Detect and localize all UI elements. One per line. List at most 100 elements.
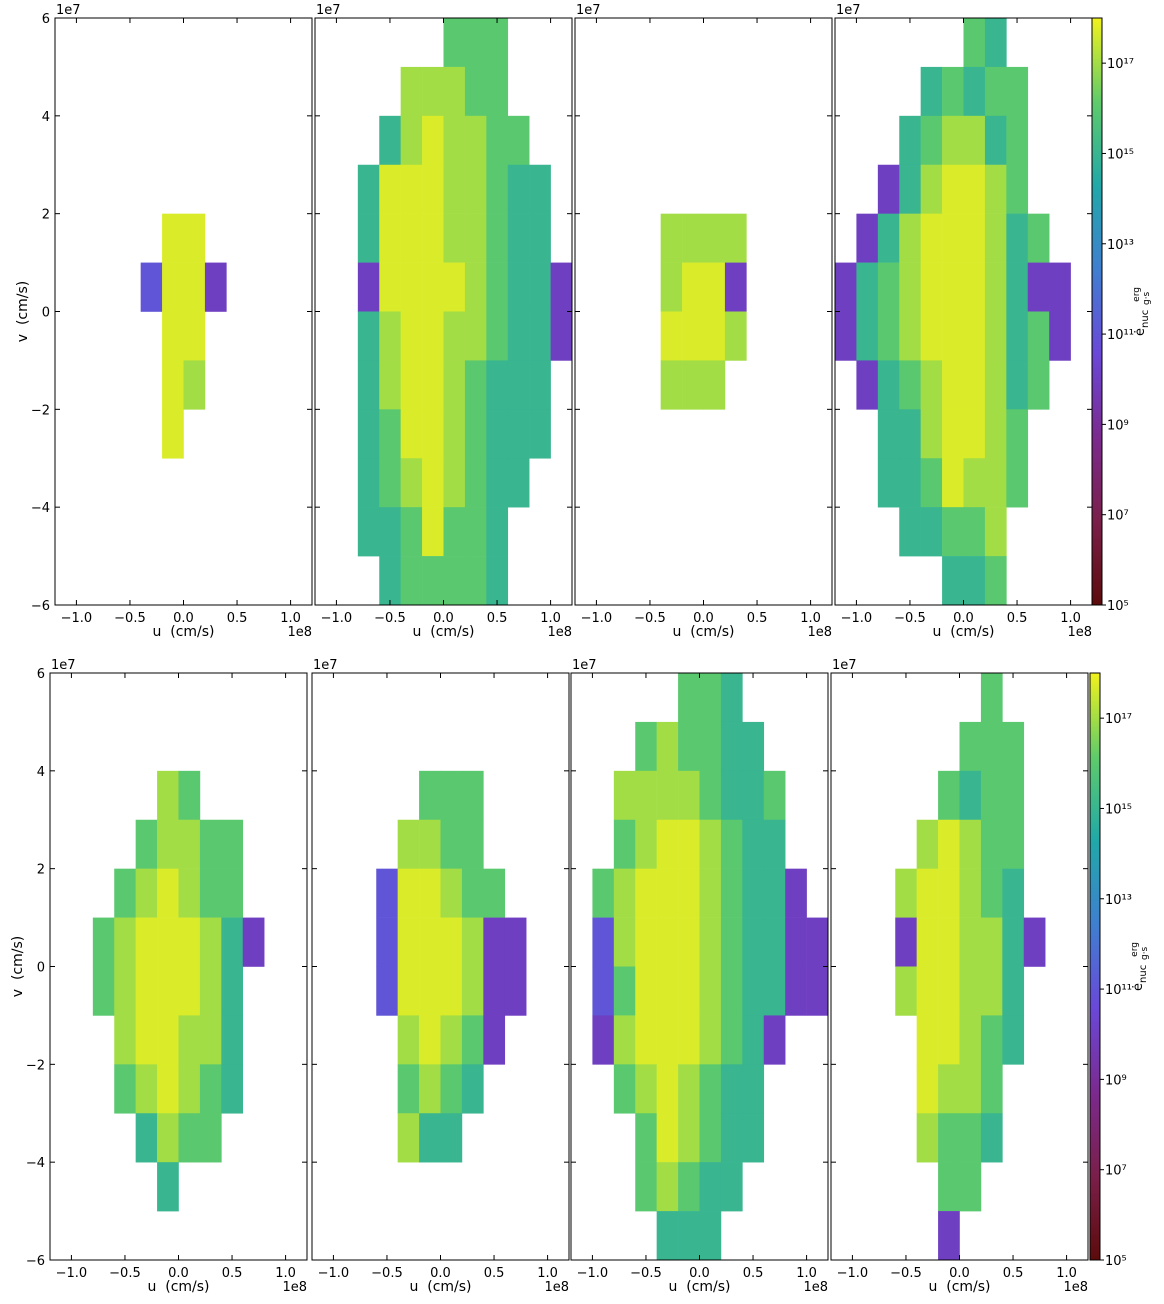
y-tick-label: 6 <box>42 12 50 27</box>
heat-cell <box>221 819 244 869</box>
heat-cell <box>938 1162 960 1212</box>
heat-cell <box>635 1064 657 1114</box>
heat-cell <box>440 917 463 967</box>
panel: −1.0 −0.5 0.0 0.5 1.0 1e7 1e8 u (cm/s) <box>830 658 1089 1295</box>
heat-cell <box>699 721 722 772</box>
x-tick-label: 0.0 <box>953 611 974 626</box>
heat-cell <box>221 868 244 918</box>
heat-cell <box>440 770 463 821</box>
heat-cell <box>400 556 423 606</box>
heat-cell <box>507 213 530 263</box>
heat-cell <box>984 18 1007 68</box>
heat-cell <box>877 262 900 312</box>
heat-cell <box>963 458 986 508</box>
heat-cell <box>178 868 201 918</box>
heat-cell <box>980 868 1003 918</box>
heat-cell <box>529 360 551 410</box>
heat-cell <box>899 115 921 166</box>
heat-cell <box>920 115 943 166</box>
y-offset: 1e7 <box>56 3 81 18</box>
heat-cell <box>114 1064 136 1114</box>
heat-cell <box>720 770 743 821</box>
heat-cell <box>980 721 1003 772</box>
heat-cell <box>835 311 857 361</box>
heat-cell <box>461 1015 484 1065</box>
heat-cell <box>178 1064 201 1114</box>
heat-cell <box>703 311 726 361</box>
heat-cell <box>357 311 380 361</box>
heat-cell <box>916 819 939 869</box>
x-tick-label: 0.0 <box>433 611 454 626</box>
heat-cell <box>678 819 700 869</box>
y-tick-label: 4 <box>42 110 50 125</box>
heat-cell <box>699 770 722 821</box>
heat-cell <box>938 917 960 967</box>
x-tick-label: 0.5 <box>227 611 248 626</box>
y-axis-label: v (cm/s) <box>10 936 26 997</box>
heat-cell <box>92 966 115 1016</box>
heat-cell <box>1002 966 1025 1016</box>
heat-cell <box>742 868 765 918</box>
heat-cell <box>963 262 986 312</box>
heat-cell <box>357 507 380 557</box>
heat-cell <box>199 819 222 869</box>
heat-cell <box>699 1015 722 1065</box>
heat-cell <box>592 1015 615 1065</box>
y-tick-label: 4 <box>37 765 45 780</box>
heat-cell <box>419 770 441 821</box>
y-axis-label: v (cm/s) <box>15 281 31 342</box>
heat-cell <box>980 966 1003 1016</box>
x-tick-label: −1.0 <box>581 611 613 626</box>
heat-cell <box>877 164 900 214</box>
heat-cell <box>742 721 765 772</box>
heat-cell <box>221 1015 244 1065</box>
heat-cell <box>357 409 380 459</box>
heat-cell <box>157 868 179 918</box>
heat-cell <box>221 917 244 967</box>
heat-cell <box>483 917 506 967</box>
heat-cell <box>357 360 380 410</box>
x-offset: 1e8 <box>807 625 832 640</box>
heat-cell <box>157 819 179 869</box>
heat-cell <box>400 311 423 361</box>
heat-cell <box>397 1064 420 1114</box>
heat-cell <box>157 770 179 821</box>
heat-cell <box>379 507 401 557</box>
heat-cell <box>984 556 1007 606</box>
heat-cell <box>920 507 943 557</box>
x-offset: 1e8 <box>1067 625 1092 640</box>
heat-cell <box>963 311 986 361</box>
heat-cell <box>720 1162 743 1212</box>
y-offset: 1e7 <box>832 658 857 673</box>
heat-cell <box>613 868 636 918</box>
heat-cell <box>397 819 420 869</box>
heat-cell <box>419 1015 441 1065</box>
panel: −1.0 −0.5 0.0 0.5 1.0 1e7 1e8 u (cm/s) <box>314 3 573 640</box>
x-tick-label: −1.0 <box>841 611 873 626</box>
heat-cell <box>660 360 683 410</box>
heat-cell <box>942 556 964 606</box>
heat-cell <box>984 164 1007 214</box>
heat-cell <box>162 262 184 312</box>
heat-cell <box>699 868 722 918</box>
y-tick-label: 2 <box>37 863 45 878</box>
x-tick-label: 0.5 <box>487 611 508 626</box>
heat-cell <box>895 868 917 918</box>
heat-cell <box>678 966 700 1016</box>
heat-cell <box>959 721 982 772</box>
heat-cell <box>938 819 960 869</box>
heat-cell <box>419 819 441 869</box>
heat-cell <box>1006 262 1029 312</box>
heat-cell <box>486 262 509 312</box>
x-tick-label: 1.0 <box>537 1266 558 1281</box>
heat-cell <box>703 262 726 312</box>
heat-cell <box>419 868 441 918</box>
heat-cell <box>938 1064 960 1114</box>
heat-cell <box>635 1113 657 1163</box>
heat-cell <box>613 770 636 821</box>
heat-cell <box>397 1113 420 1163</box>
heat-cell <box>464 115 487 166</box>
heat-cell <box>419 966 441 1016</box>
heat-cell <box>486 18 509 68</box>
heat-cell <box>984 360 1007 410</box>
